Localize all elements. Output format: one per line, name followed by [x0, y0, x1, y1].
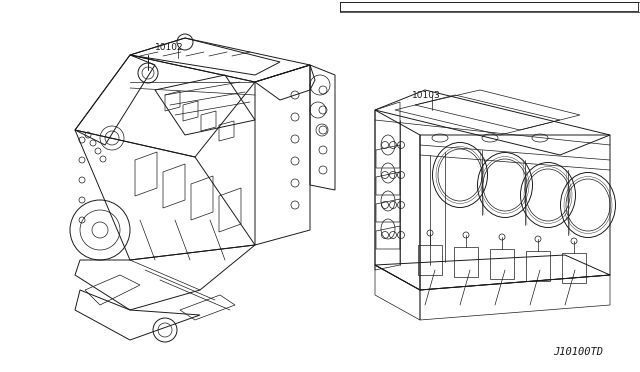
Text: 10102: 10102: [155, 44, 184, 52]
Text: 10103: 10103: [412, 90, 441, 99]
Text: J10100TD: J10100TD: [553, 347, 603, 357]
